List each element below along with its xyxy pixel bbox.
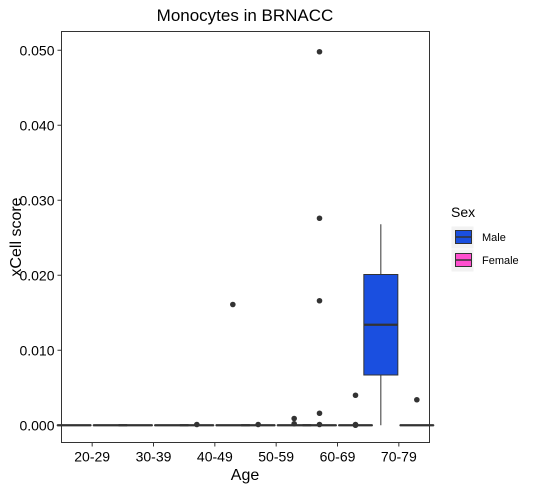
legend-title: Sex: [451, 204, 475, 220]
outlier-point: [194, 421, 200, 428]
y-tick-label: 0.000: [19, 417, 54, 433]
y-tick-label: 0.020: [19, 267, 54, 283]
outlier-point: [230, 301, 236, 308]
legend: Sex Male Female: [451, 204, 519, 272]
chart-title: Monocytes in BRNACC: [157, 6, 334, 25]
y-tick-label: 0.040: [19, 117, 54, 133]
x-tick-label: 60-69: [320, 449, 356, 465]
outlier-point: [352, 422, 359, 429]
outlier-point: [316, 421, 323, 428]
legend-label: Female: [482, 255, 519, 267]
outlier-point: [352, 392, 359, 399]
outlier-point: [291, 420, 297, 427]
x-tick-label: 70-79: [381, 449, 417, 465]
x-tick-label: 50-59: [258, 449, 294, 465]
x-tick-label: 30-39: [136, 449, 172, 465]
outlier-point: [255, 421, 261, 428]
y-tick-label: 0.030: [19, 192, 54, 208]
x-axis: 20-29 30-39 40-49 50-59 60-69 70-79: [74, 442, 417, 465]
legend-label: Male: [482, 232, 506, 244]
y-tick-label: 0.010: [19, 342, 54, 358]
outlier-point: [316, 48, 323, 55]
x-tick-label: 40-49: [197, 449, 233, 465]
plot-panel: [61, 31, 430, 443]
outlier-point: [316, 297, 323, 304]
y-axis-label: xCell score: [8, 197, 25, 276]
outlier-point: [414, 396, 420, 403]
box-marks: [56, 48, 435, 429]
x-tick-label: 20-29: [74, 449, 110, 465]
outlier-point: [316, 410, 323, 417]
x-axis-label: Age: [231, 467, 260, 484]
y-tick-label: 0.050: [19, 42, 54, 58]
outlier-point: [291, 415, 297, 422]
y-axis: 0.000 0.010 0.020 0.030 0.040 0.050: [19, 42, 62, 433]
outlier-point: [316, 215, 323, 222]
